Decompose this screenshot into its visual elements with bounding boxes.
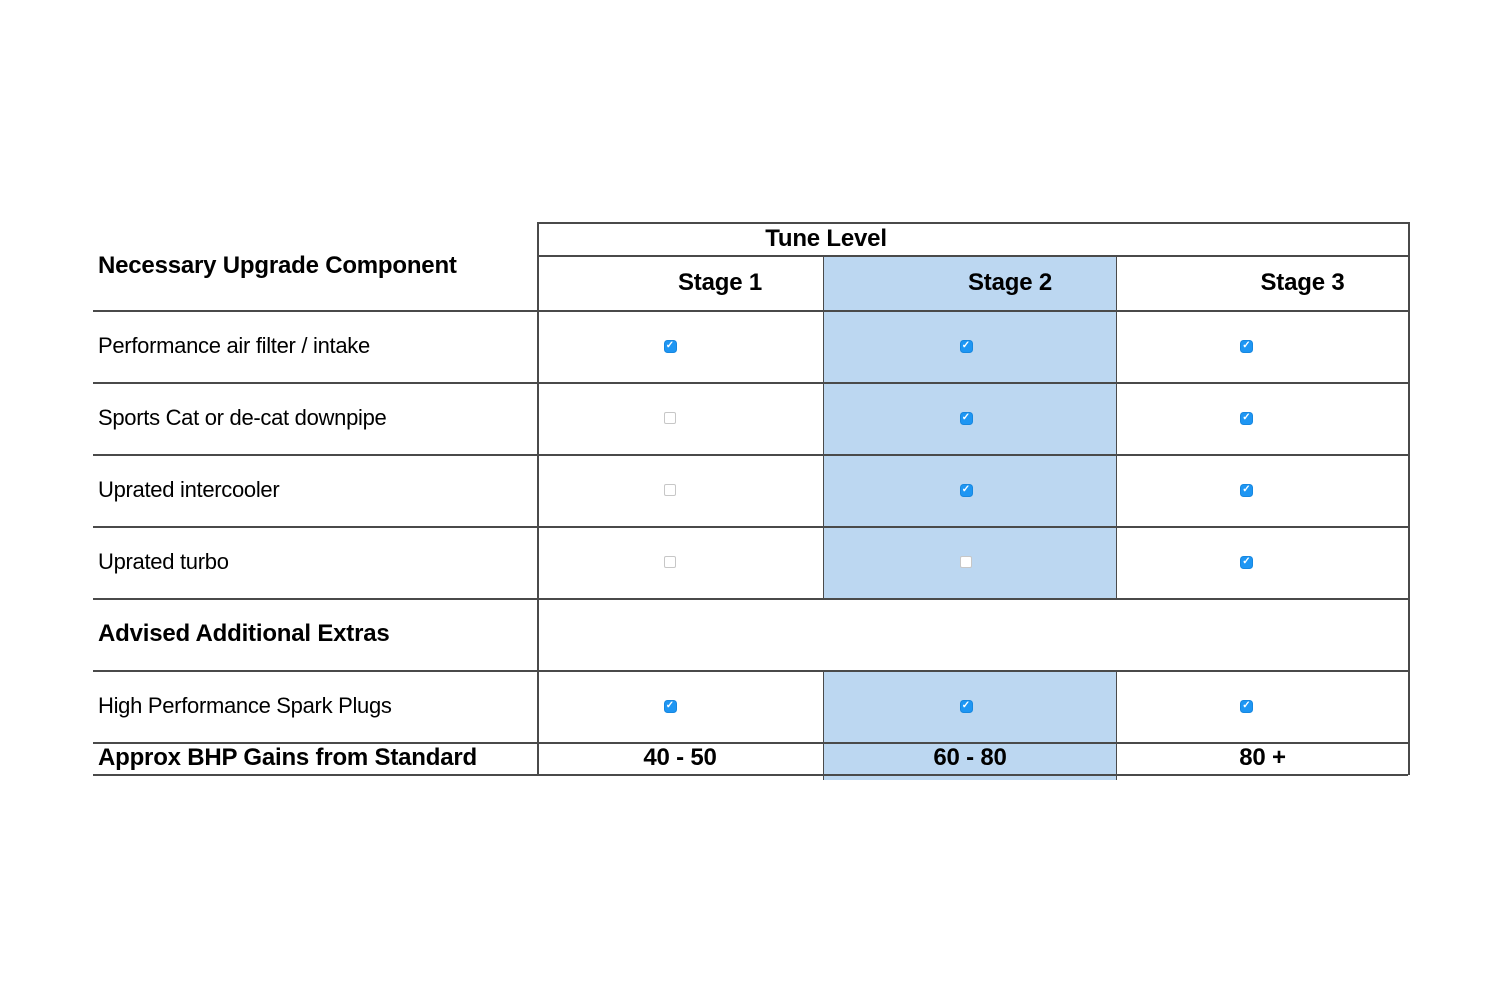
stage2-highlight-upper: [823, 255, 1117, 598]
checkbox-unchecked-icon[interactable]: [664, 484, 676, 496]
table-cell: [1117, 382, 1408, 454]
table-cell: [537, 454, 823, 526]
bhp-value-stage1: 40 - 50: [643, 744, 717, 771]
table-line: [93, 310, 1408, 312]
table-line: [93, 742, 1408, 744]
checkbox-checked-icon[interactable]: [1240, 411, 1253, 425]
table-cell: [1117, 526, 1408, 598]
table-line: [537, 222, 539, 775]
tune-level-header: Tune Level: [765, 224, 887, 252]
table-cell: [823, 382, 1117, 454]
row-label: Sports Cat or de-cat downpipe: [98, 405, 387, 430]
table-line: [537, 255, 1408, 257]
table-line: [93, 454, 1408, 456]
bhp-value-stage3: 80 +: [1239, 744, 1286, 771]
table-cell: [537, 526, 823, 598]
stage2-highlight-lower: [823, 670, 1117, 780]
checkbox-checked-icon[interactable]: [959, 339, 973, 353]
stage2-column-header: Stage 2: [968, 268, 1052, 296]
checkbox-checked-icon[interactable]: [1240, 555, 1253, 569]
row-label: Uprated turbo: [98, 549, 229, 574]
table-line: [93, 382, 1408, 384]
stage1-column-header: Stage 1: [678, 268, 762, 296]
stage3-column-header: Stage 3: [1260, 268, 1345, 296]
checkbox-checked-icon[interactable]: [1240, 339, 1253, 353]
table-line: [93, 526, 1408, 528]
table-line: [93, 774, 1408, 776]
table-line: [93, 598, 1408, 600]
row-label: High Performance Spark Plugs: [98, 693, 392, 718]
table-cell: [823, 454, 1117, 526]
checkbox-checked-icon[interactable]: [663, 339, 677, 353]
component-column-header: Necessary Upgrade Component: [98, 252, 457, 279]
checkbox-checked-icon[interactable]: [1240, 699, 1253, 713]
checkbox-unchecked-icon[interactable]: [664, 412, 676, 424]
checkbox-checked-icon[interactable]: [1240, 483, 1253, 497]
bhp-value-stage2: 60 - 80: [933, 744, 1007, 771]
table-cell: [537, 670, 823, 742]
table-cell: [823, 310, 1117, 382]
checkbox-checked-icon[interactable]: [959, 699, 973, 713]
checkbox-checked-icon[interactable]: [663, 699, 677, 713]
row-label: Uprated intercooler: [98, 477, 280, 502]
checkbox-unchecked-icon[interactable]: [960, 556, 972, 568]
table-line: [93, 670, 1408, 672]
table-line: [537, 222, 1408, 224]
table-line: [1408, 222, 1410, 775]
table-cell: [1117, 310, 1408, 382]
section-header: Advised Additional Extras: [98, 620, 390, 647]
table-cell: [537, 310, 823, 382]
checkbox-unchecked-icon[interactable]: [664, 556, 676, 568]
table-cell: [823, 526, 1117, 598]
checkbox-checked-icon[interactable]: [959, 411, 973, 425]
table-cell: [823, 670, 1117, 742]
bhp-row-label: Approx BHP Gains from Standard: [98, 744, 477, 771]
row-label: Performance air filter / intake: [98, 333, 370, 358]
table-cell: [1117, 454, 1408, 526]
checkbox-checked-icon[interactable]: [959, 483, 973, 497]
table-cell: [537, 382, 823, 454]
table-cell: [1117, 670, 1408, 742]
